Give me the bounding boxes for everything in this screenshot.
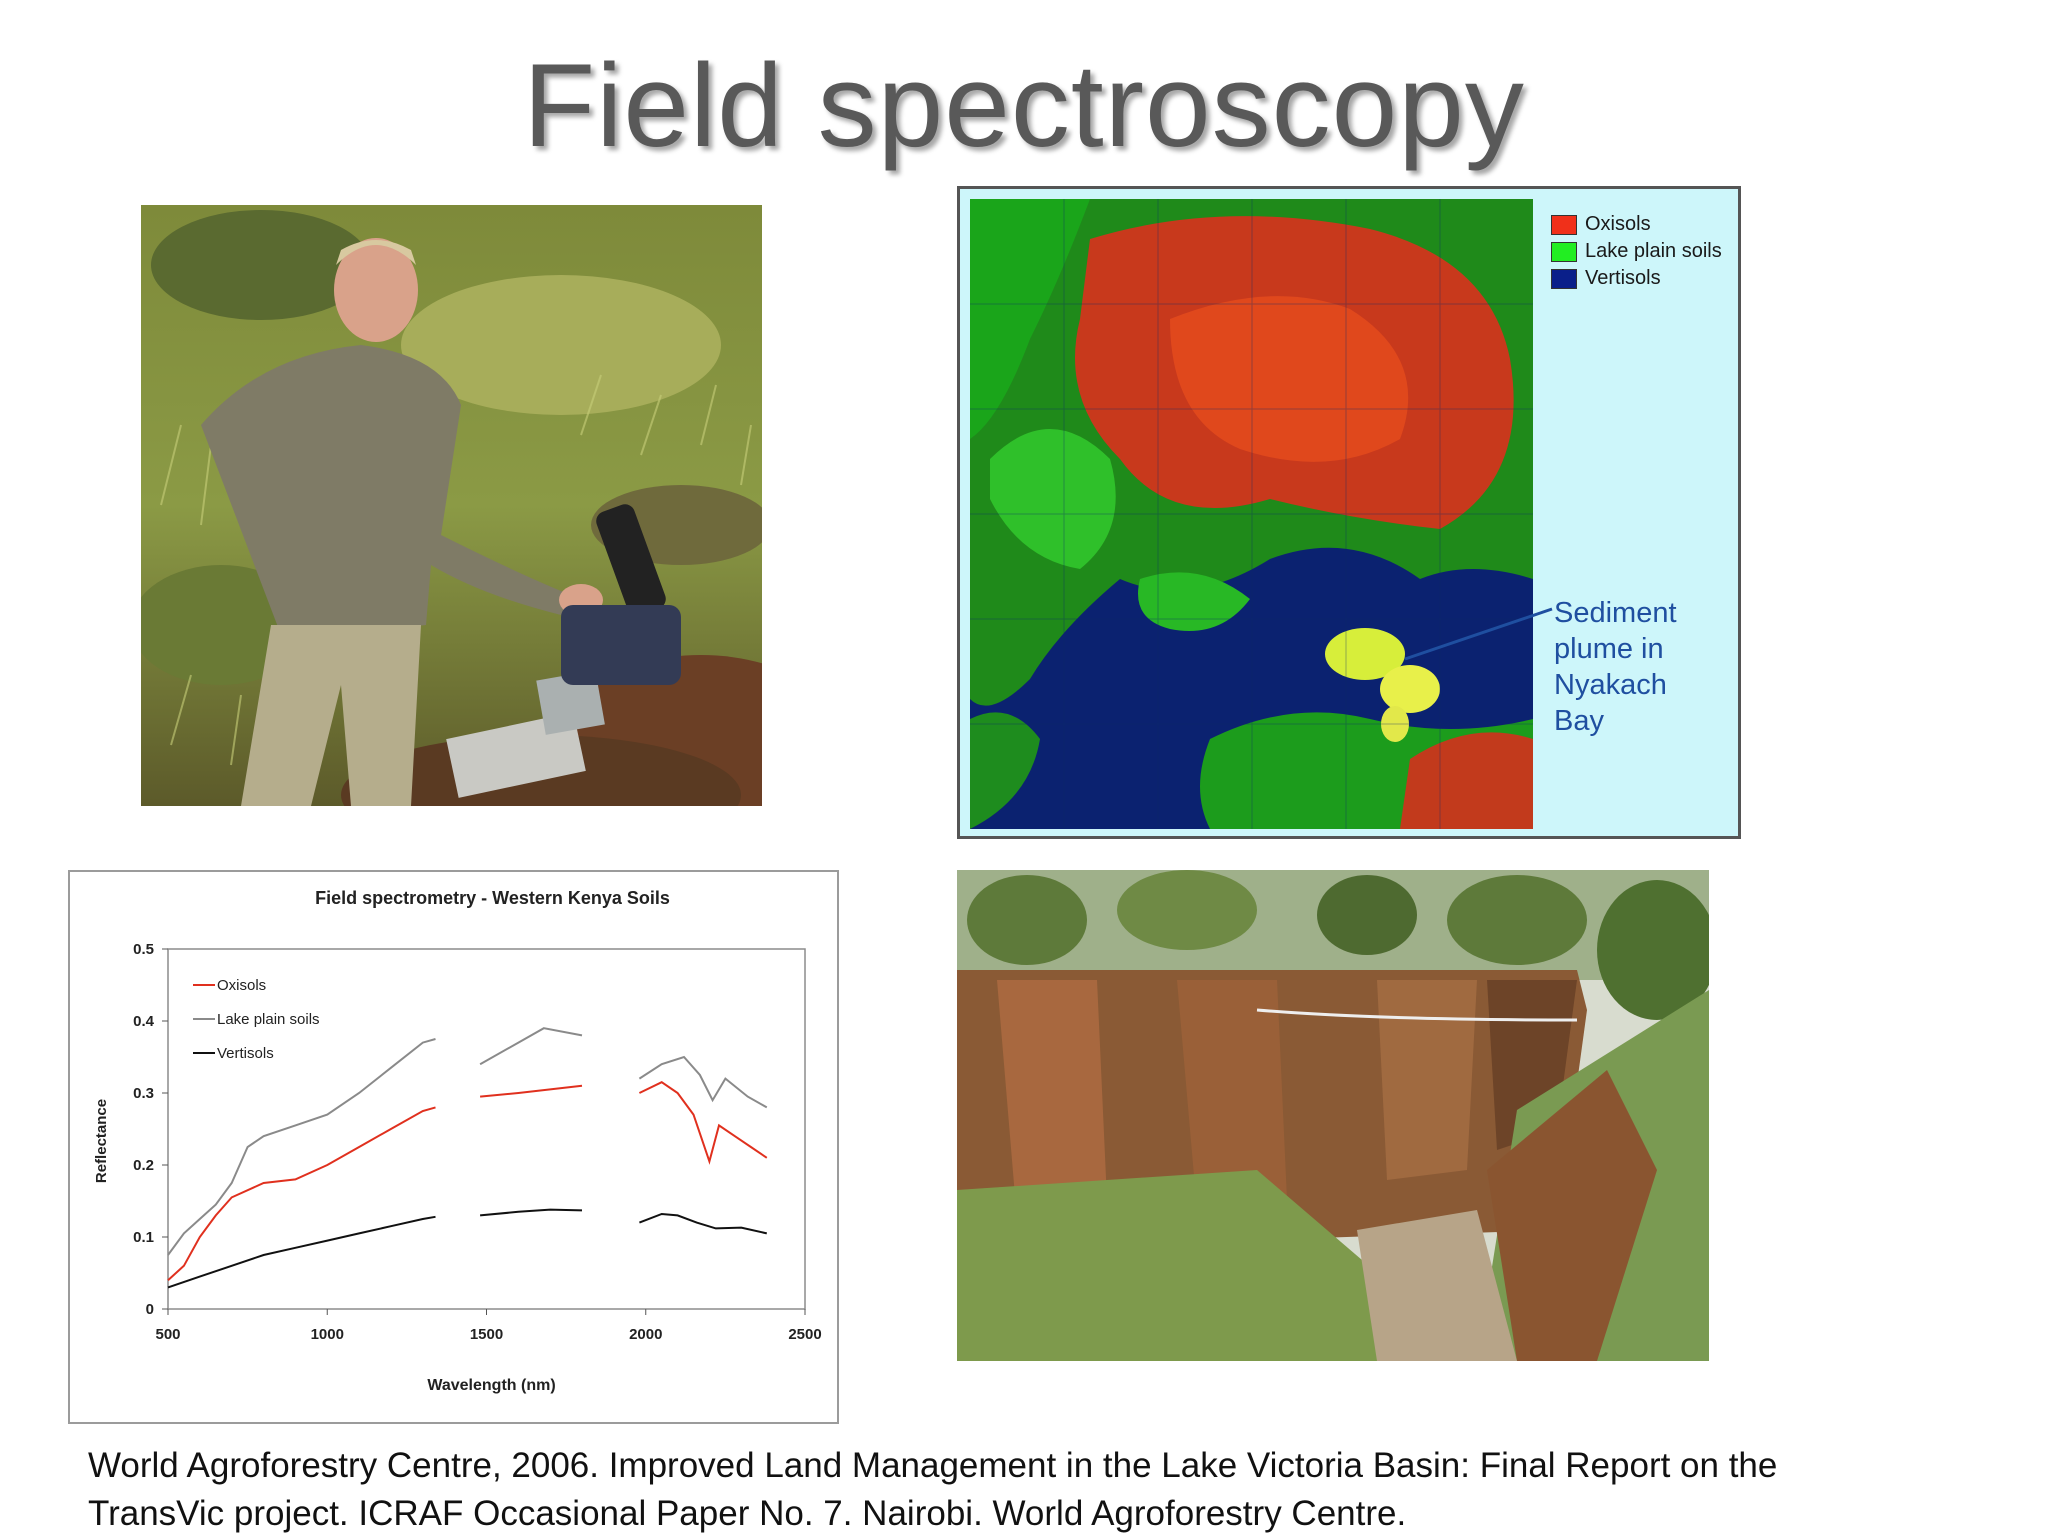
soil-classification-map	[970, 199, 1533, 829]
legend-swatch	[1551, 268, 1577, 289]
x-tick-label: 1000	[311, 1326, 344, 1343]
citation: World Agroforestry Centre, 2006. Improve…	[88, 1442, 1988, 1538]
chart-canvas: Field spectrometry - Western Kenya Soils…	[93, 888, 822, 1394]
slide-title: Field spectroscopy	[523, 40, 1525, 172]
series-line-oxisols	[638, 1081, 768, 1165]
series-line-lake-plain-soils	[479, 1027, 583, 1066]
legend-swatch	[1551, 241, 1577, 262]
gully-erosion-photo	[957, 870, 1709, 1361]
legend-item-oxisols: Oxisols	[1551, 211, 1722, 238]
x-tick-label: 2000	[629, 1326, 662, 1343]
legend-label: Vertisols	[1585, 267, 1661, 289]
series-line-vertisols	[480, 1208, 583, 1217]
y-tick-label: 0.1	[133, 1229, 154, 1246]
spectrometry-chart: Field spectrometry - Western Kenya Soils…	[68, 870, 839, 1424]
series-line-lake-plain-soils	[638, 1055, 768, 1109]
annotation-pointer	[1404, 607, 1553, 661]
y-tick-label: 0.5	[133, 941, 154, 958]
legend-label: Lake plain soils	[1585, 240, 1722, 262]
chart-title: Field spectrometry - Western Kenya Soils	[315, 888, 670, 908]
field-spectrometer-photo	[141, 205, 762, 806]
x-tick-label: 1500	[470, 1326, 503, 1343]
soil-map-panel: Oxisols Lake plain soils Vertisols Sedim…	[957, 186, 1741, 839]
y-axis-label: Reflectance	[93, 1099, 110, 1183]
series-line-oxisols	[480, 1084, 583, 1098]
series-line-vertisols	[639, 1212, 768, 1235]
legend-swatch	[1551, 214, 1577, 235]
citation-line-2: TransVic project. ICRAF Occasional Paper…	[88, 1494, 1407, 1533]
y-tick-label: 0	[146, 1301, 154, 1318]
series-line-lake-plain-soils	[167, 1038, 436, 1256]
sediment-plume-annotation: Sediment plume in Nyakach Bay	[1554, 597, 1677, 737]
y-tick-label: 0.4	[133, 1013, 155, 1030]
map-legend: Oxisols Lake plain soils Vertisols	[1551, 211, 1722, 292]
citation-line-1: World Agroforestry Centre, 2006. Improve…	[88, 1446, 1778, 1485]
legend-item-lake-plain-soils: Lake plain soils	[1551, 238, 1722, 265]
y-tick-label: 0.2	[133, 1157, 154, 1174]
legend-label: Oxisols	[217, 977, 266, 994]
x-axis-label: Wavelength (nm)	[427, 1377, 555, 1394]
series-line-oxisols	[167, 1106, 436, 1281]
x-tick-label: 500	[155, 1326, 180, 1343]
x-tick-label: 2500	[788, 1326, 821, 1343]
legend-label: Oxisols	[1585, 213, 1651, 235]
legend-label: Lake plain soils	[217, 1011, 320, 1028]
series-line-vertisols	[167, 1215, 436, 1289]
y-tick-label: 0.3	[133, 1085, 154, 1102]
legend-label: Vertisols	[217, 1045, 274, 1062]
legend-item-vertisols: Vertisols	[1551, 265, 1722, 292]
